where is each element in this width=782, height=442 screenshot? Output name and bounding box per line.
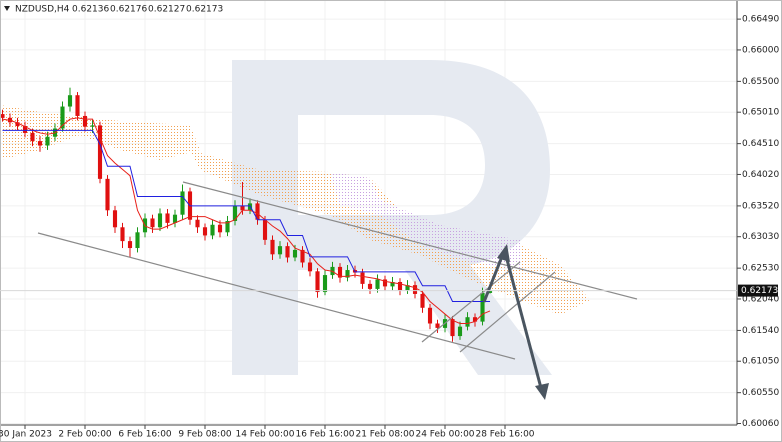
candle-body xyxy=(67,95,73,107)
candle-body xyxy=(390,281,395,287)
header-open: 0.62136 xyxy=(72,5,109,15)
candle-body xyxy=(337,266,343,278)
price-tag-label: 0.62173 xyxy=(741,286,778,296)
candle-body xyxy=(367,283,373,289)
candle-body xyxy=(82,115,88,127)
collapse-icon xyxy=(4,6,10,11)
y-tick-label: 0.60550 xyxy=(742,388,779,398)
candle-body xyxy=(405,285,410,291)
header-low: 0.62127 xyxy=(148,5,185,15)
candle-body xyxy=(307,262,313,272)
indicator-line xyxy=(2,117,491,324)
x-tick-label: 16 Feb 16:00 xyxy=(295,430,354,440)
candle-body xyxy=(487,290,493,293)
candle-body xyxy=(180,191,185,215)
candle-body xyxy=(277,246,283,255)
candle-body xyxy=(45,136,50,146)
y-tick-label: 0.65010 xyxy=(742,108,779,118)
candle-body xyxy=(480,292,485,322)
candle-body xyxy=(360,272,365,284)
x-tick-label: 9 Feb 08:00 xyxy=(178,430,232,440)
price-tag xyxy=(738,284,778,297)
x-tick-label: 24 Feb 00:00 xyxy=(415,430,474,440)
y-tick-label: 0.60060 xyxy=(742,419,779,429)
candle-body xyxy=(232,205,238,221)
candle-body xyxy=(262,219,268,240)
candle-body xyxy=(75,95,80,116)
y-tick-label: 0.63520 xyxy=(742,201,779,211)
candle-body xyxy=(345,270,350,278)
candle-body xyxy=(420,293,425,308)
candle-body xyxy=(90,125,95,127)
candle-body xyxy=(465,317,470,327)
candle-body xyxy=(397,281,403,291)
candle-body xyxy=(0,114,5,118)
candle-body xyxy=(315,271,320,293)
candle-body xyxy=(412,285,418,294)
candle-body xyxy=(30,132,35,142)
candle-body xyxy=(240,205,245,211)
candle-body xyxy=(322,275,328,293)
candle-body xyxy=(435,323,440,328)
candle-body xyxy=(217,224,223,233)
x-tick-label: 30 Jan 2023 xyxy=(0,430,52,440)
header-close: 0.62173 xyxy=(186,5,223,15)
y-tick-label: 0.63030 xyxy=(742,232,779,242)
trend-lines xyxy=(37,181,638,360)
candle-body xyxy=(165,213,170,223)
candle-body xyxy=(457,326,463,337)
candle-body xyxy=(427,307,433,324)
candle-body xyxy=(150,218,155,228)
forecast-arrows xyxy=(482,244,549,400)
candle-body xyxy=(22,126,28,133)
candle-body xyxy=(157,213,163,228)
candle-body xyxy=(37,141,43,146)
candle-body xyxy=(15,122,20,127)
candle-body xyxy=(270,239,275,255)
candle-body xyxy=(292,249,298,258)
candle-body xyxy=(135,232,140,249)
candle-body xyxy=(105,178,110,211)
candle-body xyxy=(202,227,208,236)
x-tick-label: 14 Feb 00:00 xyxy=(235,430,294,440)
candle-body xyxy=(127,241,133,249)
y-tick-label: 0.62040 xyxy=(742,294,779,304)
candle-body xyxy=(375,279,380,289)
candle-body xyxy=(255,203,260,220)
candle-body xyxy=(97,125,103,179)
candle-body xyxy=(450,319,455,337)
candle-body xyxy=(382,279,388,287)
y-tick-label: 0.64510 xyxy=(742,139,779,149)
x-tick-label: 6 Feb 16:00 xyxy=(118,430,172,440)
y-tick-label: 0.64020 xyxy=(742,170,779,180)
candle-body xyxy=(60,106,65,129)
watermark xyxy=(232,60,552,375)
indicator-line xyxy=(2,129,491,302)
candle-body xyxy=(195,219,200,228)
candle-body xyxy=(285,246,290,258)
y-tick-label: 0.61540 xyxy=(742,326,779,336)
candle-body xyxy=(172,214,178,223)
x-tick-label: 2 Feb 00:00 xyxy=(58,430,112,440)
candle-body xyxy=(210,224,215,236)
candle-body xyxy=(300,249,305,263)
header-high: 0.62176 xyxy=(110,5,147,15)
candle-body xyxy=(112,210,118,228)
x-tick-label: 21 Feb 08:00 xyxy=(355,430,414,440)
candle-body xyxy=(120,227,125,242)
y-tick-label: 0.62530 xyxy=(742,264,779,274)
candle-body xyxy=(225,220,230,233)
y-tick-label: 0.66490 xyxy=(742,15,779,25)
x-tick-label: 28 Feb 16:00 xyxy=(475,430,534,440)
y-tick-label: 0.65500 xyxy=(742,77,779,87)
y-tick-label: 0.61050 xyxy=(742,357,779,367)
candle-body xyxy=(472,317,478,322)
symbol: NZDUSD,H4 xyxy=(15,5,70,15)
y-tick-label: 0.66000 xyxy=(742,45,779,55)
plot-area xyxy=(0,87,493,342)
